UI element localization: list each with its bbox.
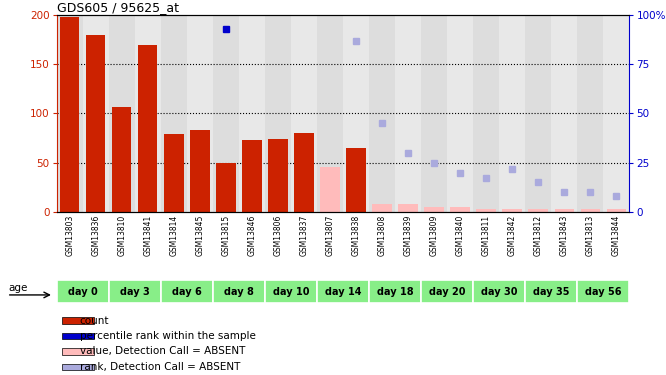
Bar — [395, 15, 421, 212]
Text: day 10: day 10 — [272, 286, 309, 297]
Bar — [317, 15, 343, 212]
Bar — [372, 204, 392, 212]
Bar — [291, 15, 317, 212]
Text: count: count — [79, 315, 109, 326]
Bar — [346, 148, 366, 212]
Text: age: age — [9, 283, 28, 293]
Bar — [57, 15, 83, 212]
Text: day 18: day 18 — [377, 286, 414, 297]
Text: day 6: day 6 — [172, 286, 202, 297]
Bar — [529, 209, 548, 212]
Bar — [320, 166, 340, 212]
Text: value, Detection Call = ABSENT: value, Detection Call = ABSENT — [79, 346, 245, 357]
Bar — [63, 348, 94, 354]
Bar — [161, 15, 186, 212]
Text: day 35: day 35 — [533, 286, 569, 297]
Bar — [525, 280, 577, 303]
Text: day 20: day 20 — [429, 286, 466, 297]
Bar — [190, 130, 210, 212]
Bar — [265, 15, 291, 212]
Bar — [63, 364, 94, 370]
Text: day 0: day 0 — [68, 286, 97, 297]
Bar — [343, 15, 369, 212]
Bar — [603, 15, 629, 212]
Bar — [473, 15, 500, 212]
Bar — [577, 15, 603, 212]
Bar — [369, 15, 395, 212]
Text: GDS605 / 95625_at: GDS605 / 95625_at — [57, 1, 178, 14]
Bar — [86, 35, 105, 212]
Bar — [424, 207, 444, 212]
Bar — [265, 280, 317, 303]
Bar — [57, 280, 109, 303]
Bar — [161, 280, 213, 303]
Text: day 30: day 30 — [481, 286, 517, 297]
Bar — [112, 106, 131, 212]
Bar — [421, 280, 473, 303]
Bar — [109, 15, 135, 212]
Bar — [242, 140, 262, 212]
Bar — [607, 209, 626, 212]
Text: day 8: day 8 — [224, 286, 254, 297]
Bar — [577, 280, 629, 303]
Text: day 3: day 3 — [120, 286, 150, 297]
Bar — [555, 209, 574, 212]
Bar — [551, 15, 577, 212]
Bar — [502, 209, 522, 212]
Bar — [135, 15, 161, 212]
Bar — [109, 280, 161, 303]
Bar — [525, 15, 551, 212]
Bar — [476, 209, 496, 212]
Bar — [63, 317, 94, 324]
Bar — [581, 209, 600, 212]
Bar — [186, 15, 213, 212]
Bar — [450, 207, 470, 212]
Bar — [213, 280, 265, 303]
Bar — [473, 280, 525, 303]
Bar — [213, 15, 239, 212]
Bar — [63, 333, 94, 339]
Text: day 14: day 14 — [325, 286, 361, 297]
Bar — [268, 139, 288, 212]
Bar — [500, 15, 525, 212]
Bar — [421, 15, 447, 212]
Bar — [239, 15, 265, 212]
Bar — [164, 134, 184, 212]
Text: rank, Detection Call = ABSENT: rank, Detection Call = ABSENT — [79, 362, 240, 372]
Bar — [369, 280, 421, 303]
Bar — [138, 45, 157, 212]
Bar — [317, 280, 369, 303]
Bar — [294, 133, 314, 212]
Text: day 56: day 56 — [585, 286, 621, 297]
Text: percentile rank within the sample: percentile rank within the sample — [79, 331, 255, 341]
Bar — [83, 15, 109, 212]
Bar — [60, 17, 79, 212]
Bar — [398, 204, 418, 212]
Bar — [216, 163, 236, 212]
Bar — [320, 166, 340, 212]
Bar — [447, 15, 473, 212]
